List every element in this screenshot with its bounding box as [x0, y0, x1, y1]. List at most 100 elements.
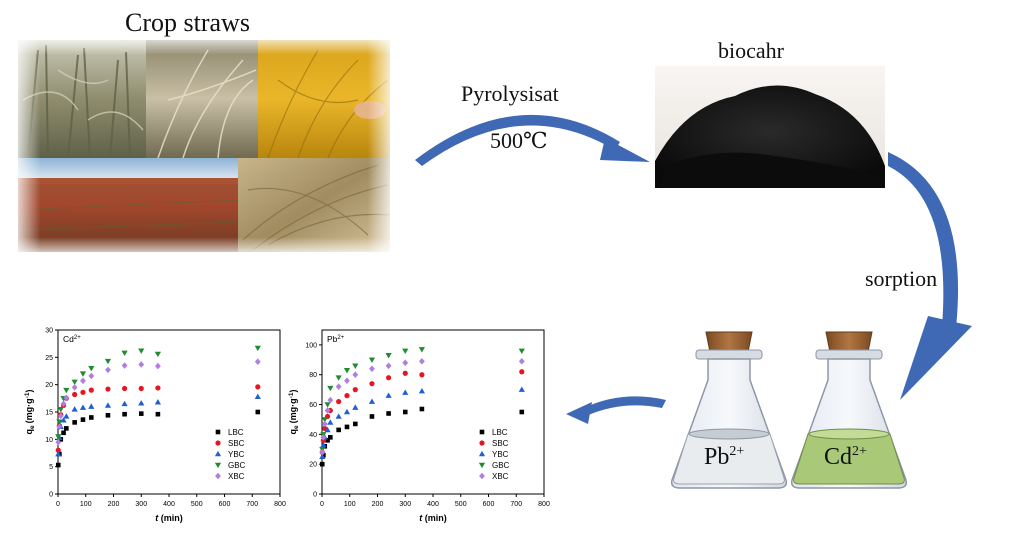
flask-pb	[670, 331, 788, 489]
cd-xtick-label: 600	[219, 501, 231, 508]
cd-xtick-label: 700	[246, 501, 258, 508]
cd-xtick-label: 800	[274, 501, 286, 508]
pb-point-gbc	[368, 357, 376, 363]
cd-ytick-label: 30	[45, 328, 53, 335]
pb-legend-label-gbc: GBC	[492, 461, 510, 470]
temperature-label: 500℃	[490, 128, 548, 153]
cd-point-gbc	[154, 351, 161, 358]
cd-legend-label-gbc: GBC	[228, 461, 246, 470]
pb-point-xbc	[324, 407, 331, 414]
cd-point-sbc	[80, 389, 86, 395]
flask-cd-ion: Cd	[824, 444, 853, 470]
biochar-pile-image	[655, 66, 885, 188]
pb-legend-marker-lbc	[479, 429, 485, 435]
cd-ytick-label: 5	[49, 464, 53, 471]
pb-legend-marker-ybc	[478, 450, 486, 457]
cd-ytick-label: 15	[45, 410, 53, 417]
cd-point-lbc	[155, 411, 161, 417]
pb-point-gbc	[321, 417, 328, 423]
pb-legend-label-lbc: LBC	[492, 428, 508, 437]
pb-legend-label-sbc: SBC	[492, 439, 509, 448]
pb-point-gbc	[324, 402, 331, 408]
pb-point-xbc	[419, 358, 425, 365]
cd-point-ybc	[88, 403, 95, 409]
cd-x-axis-label: t (min)	[155, 513, 183, 523]
pb-point-ybc	[352, 404, 359, 410]
cd-xtick-label: 200	[108, 501, 120, 508]
flask-pb-charge: 2+	[729, 444, 745, 459]
pb-xtick-label: 100	[344, 501, 356, 508]
cd-point-lbc	[61, 430, 66, 436]
cd-legend-marker-gbc	[214, 462, 222, 469]
pb-series-gbc	[319, 347, 525, 453]
cd-point-ybc	[55, 450, 62, 457]
sorption-label: sorption	[865, 266, 938, 291]
cd-point-ybc	[154, 399, 161, 405]
cd-point-lbc	[122, 411, 127, 417]
flask-cd-charge: 2+	[852, 444, 867, 459]
pb-legend-marker-gbc	[478, 462, 486, 469]
pb-point-ybc	[343, 408, 351, 415]
pb-point-sbc	[344, 393, 350, 399]
pb-point-lbc	[319, 461, 325, 467]
cd-ytick-label: 0	[49, 492, 53, 499]
cd-legend-label-sbc: SBC	[228, 439, 245, 448]
cd-point-gbc	[121, 350, 128, 357]
pb-point-sbc	[369, 381, 375, 387]
pb-point-ybc	[402, 389, 409, 395]
pb-xtick-label: 200	[372, 501, 384, 508]
pb-point-gbc	[335, 375, 342, 381]
cd-ytick-label: 10	[45, 437, 53, 444]
flask-cd	[790, 331, 908, 489]
cd-point-lbc	[64, 426, 69, 431]
flask-pb-label: Pb2+	[704, 444, 744, 471]
cd-point-ybc	[104, 402, 112, 408]
pb-point-lbc	[519, 409, 525, 415]
pb-point-gbc	[402, 348, 409, 354]
pb-point-gbc	[352, 363, 359, 369]
pb-xtick-label: 300	[399, 501, 411, 508]
cd-point-gbc	[104, 358, 112, 365]
cd-point-ybc	[63, 413, 70, 419]
pb-point-sbc	[352, 387, 358, 393]
pb-point-ybc	[335, 413, 342, 419]
pb-xtick-label: 0	[320, 501, 324, 508]
flask-pb-ion: Pb	[704, 444, 730, 470]
pb-point-sbc	[336, 398, 342, 405]
cd-point-sbc	[55, 447, 61, 453]
cd-point-ybc	[121, 400, 128, 407]
cd-point-gbc	[254, 345, 261, 352]
return-arrow-head	[566, 402, 592, 424]
pb-point-xbc	[327, 396, 334, 404]
cd-point-gbc	[56, 419, 63, 425]
cd-legend-marker-sbc	[215, 440, 221, 446]
pb-point-lbc	[386, 411, 391, 416]
pb-point-sbc	[519, 369, 525, 375]
cd-point-sbc	[138, 385, 144, 392]
crop-straws-collage	[18, 40, 390, 252]
cd-xtick-label: 100	[80, 501, 92, 508]
pb-ytick-label: 80	[309, 372, 317, 379]
pb-xtick-label: 600	[483, 501, 495, 508]
pb-point-ybc	[418, 388, 425, 394]
cd-point-sbc	[105, 386, 111, 392]
cd-xtick-label: 500	[191, 501, 203, 508]
cd-legend-marker-lbc	[215, 429, 221, 435]
cd-xtick-label: 0	[56, 501, 60, 508]
cd-point-ybc	[60, 417, 67, 423]
pb-point-ybc	[518, 386, 525, 392]
cd-point-lbc	[80, 417, 86, 422]
pyrolysis-arrow-body	[415, 114, 620, 166]
cd-point-ybc	[71, 406, 78, 412]
pb-point-xbc	[321, 420, 328, 428]
pb-point-gbc	[418, 347, 425, 353]
pb-point-xbc	[335, 383, 342, 390]
pb-point-ybc	[368, 398, 376, 404]
pb-point-sbc	[419, 372, 425, 378]
pb-point-lbc	[325, 438, 330, 443]
cd-point-xbc	[57, 412, 64, 420]
pb-point-lbc	[336, 427, 341, 433]
cd-point-ybc	[138, 400, 145, 406]
cd-point-gbc	[88, 365, 95, 372]
cd-xtick-label: 400	[163, 501, 175, 508]
